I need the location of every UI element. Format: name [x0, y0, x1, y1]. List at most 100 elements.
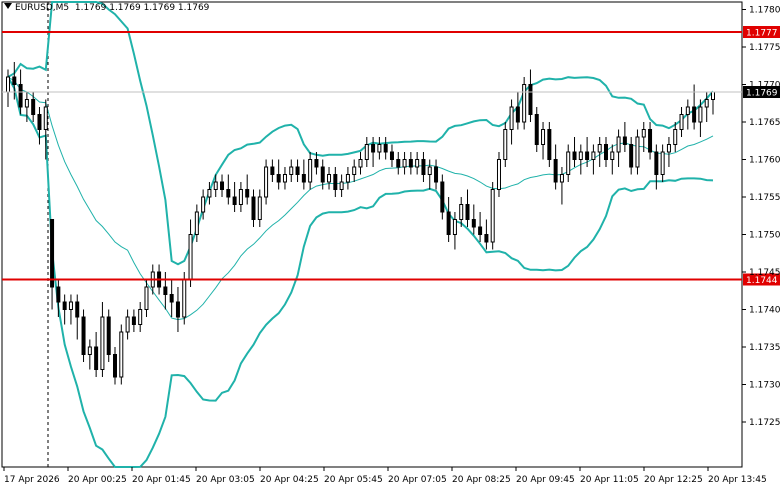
- candle-body: [622, 136, 627, 145]
- candle-body: [585, 151, 590, 160]
- candle-body: [125, 316, 130, 333]
- candle-body: [578, 151, 583, 160]
- candle-body: [452, 219, 457, 235]
- candle-body: [169, 294, 174, 303]
- candle-body: [194, 211, 199, 235]
- candle-body: [232, 196, 237, 205]
- candle-body: [100, 316, 105, 370]
- candle-body: [364, 144, 369, 160]
- x-tick-label: 20 Apr 09:45: [516, 475, 575, 485]
- candle-body: [591, 151, 596, 160]
- candle-body: [358, 159, 363, 168]
- y-tick-label: 1.1730: [749, 381, 781, 391]
- dropdown-triangle-icon[interactable]: [4, 3, 12, 9]
- candle-body: [144, 286, 149, 310]
- candle-body: [18, 84, 23, 108]
- candle-body: [251, 196, 256, 220]
- candle-body: [163, 286, 168, 295]
- y-tick-label: 1.1755: [749, 193, 781, 203]
- y-tick-label: 1.1740: [749, 306, 781, 316]
- candle-body: [62, 301, 67, 310]
- candle-body: [175, 301, 180, 318]
- candle-body: [654, 151, 659, 175]
- candle-body: [220, 181, 225, 190]
- candle-body: [698, 106, 703, 123]
- candle-body: [182, 279, 187, 318]
- candle-body: [559, 174, 564, 183]
- quote-values: 1.1769 1.1769 1.1769 1.1769: [74, 3, 210, 13]
- candle-body: [37, 114, 42, 130]
- candle-body: [641, 129, 646, 138]
- candle-body: [553, 159, 558, 183]
- candle-body: [6, 76, 10, 93]
- y-tick-label: 1.1750: [749, 231, 781, 241]
- candle-body: [566, 151, 571, 175]
- candle-body: [320, 166, 325, 183]
- y-tick-label: 1.1765: [749, 118, 781, 128]
- candle-body: [478, 226, 483, 235]
- candle-body: [660, 151, 665, 175]
- candle-body: [345, 174, 350, 183]
- x-tick-label: 20 Apr 04:25: [260, 475, 319, 485]
- price-levels: 1.1769 1.1777 1.1744: [2, 26, 780, 286]
- candle-body: [635, 136, 640, 168]
- chart-title: EURUSD,M5 1.1769 1.1769 1.1769 1.1769: [4, 3, 209, 13]
- x-tick-label: 20 Apr 00:25: [68, 475, 127, 485]
- candle-body: [434, 166, 439, 183]
- y-tick-label: 1.1775: [749, 43, 781, 53]
- x-tick-label: 20 Apr 12:25: [644, 475, 703, 485]
- candle-body: [264, 166, 269, 198]
- candle-body: [692, 106, 697, 123]
- candle-body: [131, 316, 136, 325]
- plot-border: [1, 1, 743, 468]
- candle-body: [314, 159, 319, 168]
- candle-body: [528, 84, 533, 115]
- candle-body: [541, 129, 546, 145]
- candle-body: [522, 84, 527, 123]
- candle-body: [282, 174, 287, 183]
- candle-body: [459, 204, 464, 220]
- candle-body: [371, 144, 376, 153]
- candle-body: [31, 99, 36, 115]
- candle-body: [119, 331, 124, 378]
- y-tick-label: 1.1780: [749, 6, 781, 16]
- horizontal-level-label: 1.1744: [746, 276, 778, 286]
- candle-body: [616, 136, 621, 153]
- candle-body: [496, 159, 501, 190]
- candle-body: [68, 301, 73, 310]
- x-tick-label: 17 Apr 2026: [4, 475, 60, 485]
- candle-body: [465, 204, 470, 220]
- candle-body: [377, 144, 382, 153]
- candle-body: [547, 129, 552, 160]
- candle-body: [238, 189, 243, 205]
- bid-price-label: 1.1769: [746, 89, 778, 99]
- candle-body: [188, 234, 193, 280]
- horizontal-level-tag: [743, 273, 780, 286]
- candle-body: [534, 114, 539, 145]
- candle-body: [597, 144, 602, 153]
- y-tick-label: 1.1725: [749, 418, 781, 428]
- candle-body: [257, 196, 262, 220]
- candle-body: [87, 346, 92, 355]
- candle-body: [603, 144, 608, 160]
- candle-body: [12, 76, 17, 85]
- candle-body: [711, 91, 715, 100]
- x-axis: 17 Apr 2026 20 Apr 00:25 20 Apr 01:45 20 Ap…: [3, 467, 767, 485]
- candle-body: [383, 144, 388, 153]
- candle-body: [572, 151, 577, 160]
- candle-body: [610, 151, 615, 160]
- candle-body: [446, 211, 451, 235]
- candle-body: [629, 144, 634, 168]
- candle-body: [201, 196, 206, 213]
- x-tick-label: 20 Apr 07:05: [388, 475, 447, 485]
- candle-body: [24, 99, 29, 108]
- candle-body: [685, 106, 690, 115]
- x-tick-label: 20 Apr 03:05: [196, 475, 255, 485]
- candle-body: [289, 166, 294, 175]
- candle-body: [50, 219, 55, 288]
- y-axis: 1.1780 1.1775 1.1770 1.1765 1.1760 1.1755 1.17…: [742, 6, 781, 428]
- x-tick-label: 20 Apr 11:05: [580, 475, 639, 485]
- candle-body: [389, 151, 394, 160]
